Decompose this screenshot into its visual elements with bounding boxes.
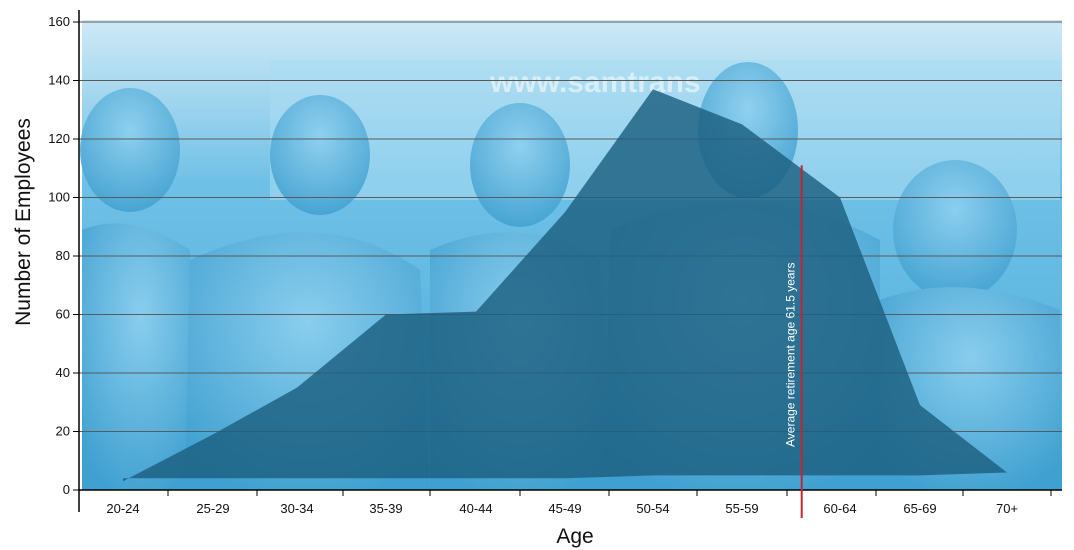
x-tick-label: 30-34 xyxy=(280,501,313,516)
person-head xyxy=(893,160,1017,300)
y-tick-label: 100 xyxy=(48,190,70,205)
data-point-20-24 xyxy=(122,480,125,483)
data-point-35-39 xyxy=(385,313,388,316)
data-point-50-54 xyxy=(652,88,655,91)
person-head xyxy=(270,95,370,215)
axis-titles: Age Number of Employees xyxy=(12,118,594,548)
x-tick-label: 25-29 xyxy=(196,501,229,516)
employee-count-area xyxy=(123,89,1007,482)
data-point-25-29 xyxy=(212,433,215,436)
data-point-60-64 xyxy=(839,196,842,199)
y-tick-label: 120 xyxy=(48,131,70,146)
area-layer xyxy=(122,88,1009,483)
y-tick-label: 20 xyxy=(56,424,70,439)
y-tick-label: 60 xyxy=(56,307,70,322)
y-axis-title: Number of Employees xyxy=(12,118,35,326)
axes: 0 20 40 60 80 100 120 140 160 20-24 25-29 30-34 35-3… xyxy=(48,10,1062,516)
x-axis-title: Age xyxy=(556,525,593,548)
data-point-45-49 xyxy=(564,211,567,214)
data-point-65-69 xyxy=(919,404,922,407)
annotation-layer: Average retirement age 61.5 years xyxy=(784,165,803,518)
x-tick-label: 45-49 xyxy=(548,501,581,516)
y-tick-label: 140 xyxy=(48,73,70,88)
person-head xyxy=(470,103,570,227)
y-tick-label: 0 xyxy=(63,482,70,497)
x-tick-label: 55-59 xyxy=(725,501,758,516)
x-tick-label: 50-54 xyxy=(636,501,669,516)
bus-lettering: www.samtrans xyxy=(489,66,701,99)
data-point-55-59 xyxy=(741,123,744,126)
y-tick-label: 80 xyxy=(56,248,70,263)
y-tick-label: 160 xyxy=(48,14,70,29)
retirement-age-label: Average retirement age 61.5 years xyxy=(784,262,798,447)
x-tick-label: 35-39 xyxy=(369,501,402,516)
person-body xyxy=(82,223,200,491)
x-tick-label: 60-64 xyxy=(823,501,856,516)
x-tick-label: 70+ xyxy=(996,501,1018,516)
x-tick-label: 20-24 xyxy=(106,501,139,516)
data-point-70+ xyxy=(1006,471,1009,474)
data-point-40-44 xyxy=(475,310,478,313)
person-head xyxy=(80,88,180,212)
x-tick-label: 65-69 xyxy=(903,501,936,516)
y-tick-label: 40 xyxy=(56,365,70,380)
x-tick-label: 40-44 xyxy=(459,501,492,516)
data-point-30-34 xyxy=(296,386,299,389)
